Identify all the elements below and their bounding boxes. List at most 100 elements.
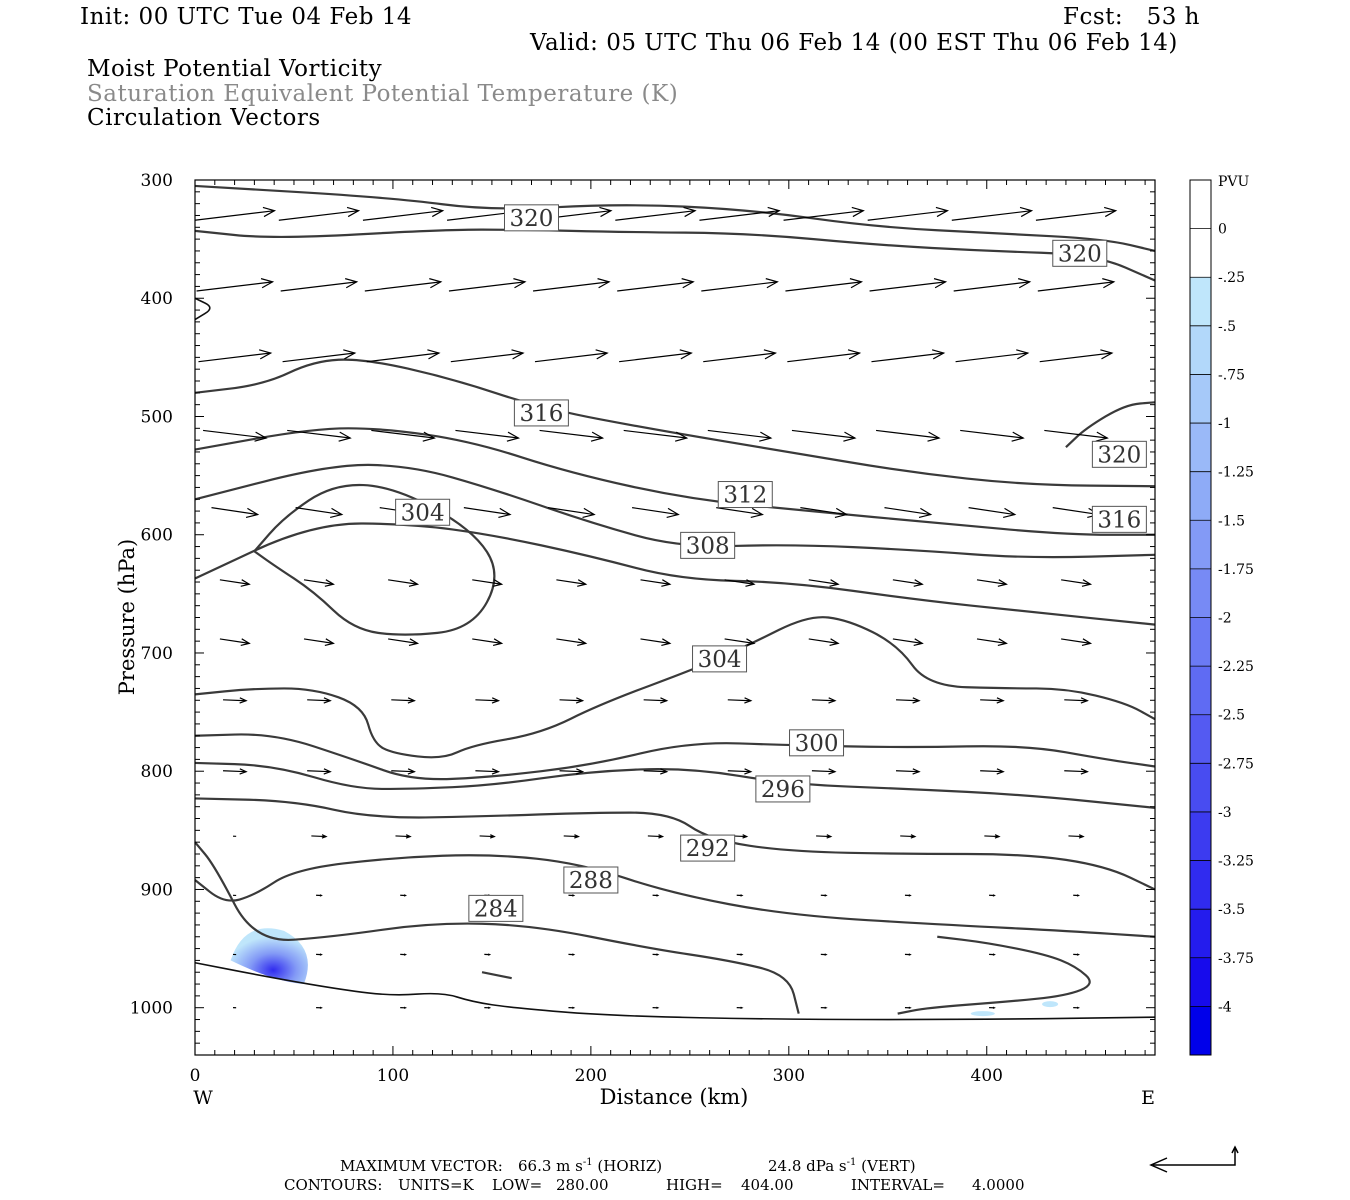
circulation-vector-head [834, 507, 849, 519]
circulation-vector [808, 638, 839, 644]
circulation-vector [479, 835, 495, 838]
colorbar-swatch [1190, 520, 1211, 570]
circulation-vector-head [1016, 349, 1030, 360]
theta-e-contour-304 [253, 483, 496, 636]
circulation-vector [295, 507, 342, 516]
colorbar-label: -.25 [1218, 270, 1245, 286]
circulation-vector [1044, 429, 1108, 439]
colorbar-label: -3.5 [1218, 902, 1245, 918]
circulation-vector [632, 507, 679, 516]
theta-e-contour-308 [194, 463, 1156, 559]
circulation-vector-head [489, 834, 496, 839]
circulation-vector-head [506, 431, 521, 442]
contour-label-box [680, 834, 736, 862]
circulation-vector-head [826, 834, 833, 839]
contour-label-box [692, 645, 748, 673]
x-end-label-west: W [193, 1087, 213, 1109]
circulation-vector-head [935, 206, 950, 218]
circulation-vector [556, 638, 586, 644]
colorbar-label: -2.75 [1218, 756, 1254, 772]
circulation-vector [307, 770, 331, 773]
circulation-vector [968, 507, 1015, 516]
circulation-vector [287, 429, 351, 439]
plot-frame [194, 179, 1156, 1056]
circulation-vector-head [245, 507, 260, 519]
circulation-vector [617, 281, 694, 292]
valid-time: Valid: 05 UTC Thu 06 Feb 14 (00 EST Thu … [530, 30, 1178, 56]
circulation-vector-head [661, 579, 672, 587]
circulation-vector-head [824, 953, 828, 956]
colorbar-label: -1 [1218, 416, 1232, 432]
contour-label: 308 [686, 533, 730, 559]
contour-label: 304 [698, 647, 742, 673]
y-tick-label: 900 [141, 880, 173, 900]
x-end-label-east: E [1141, 1087, 1155, 1109]
colorbar-label: -.5 [1218, 319, 1236, 335]
circulation-vector-head [319, 953, 323, 956]
y-tick-label: 400 [141, 289, 173, 309]
circulation-vector-head [491, 697, 501, 704]
theta-e-contour-296 [194, 761, 1156, 809]
circulation-vector [1061, 638, 1091, 644]
circulation-vector [472, 579, 502, 585]
circulation-vector-head [1076, 953, 1081, 956]
theta-e-contour-280 [194, 961, 1156, 1021]
circulation-vector-head [572, 894, 576, 897]
circulation-vector-head [908, 894, 912, 897]
theta-e-contour-320 [194, 184, 1156, 253]
circulation-vector [811, 770, 836, 773]
circulation-vector [219, 579, 250, 585]
circulation-vector-head [324, 579, 335, 587]
colorbar-swatch [1190, 568, 1211, 618]
circulation-vector [727, 699, 751, 702]
contour-label: 320 [1097, 442, 1141, 468]
circulation-vector-head [262, 206, 277, 218]
circulation-vector-head [1095, 431, 1109, 442]
circulation-vector [867, 210, 948, 221]
field-title-vectors: Circulation Vectors [87, 105, 321, 131]
contours-interval: 4.0000 [972, 1176, 1025, 1194]
circulation-vector [643, 699, 667, 702]
contour-label-box [513, 399, 569, 427]
circulation-vector [785, 281, 862, 292]
colorbar-swatch [1190, 617, 1211, 667]
contour-label: 304 [401, 500, 445, 526]
circulation-vector [892, 579, 923, 585]
circulation-vector-head [996, 697, 1005, 704]
circulation-vector [472, 638, 502, 644]
circulation-vector-head [750, 507, 764, 519]
circulation-vector-head [572, 1006, 576, 1009]
circulation-vector-head [492, 638, 504, 647]
colorbar-swatch [1190, 180, 1211, 230]
circulation-vector-head [254, 431, 268, 442]
x-tick-label: 0 [190, 1066, 201, 1086]
circulation-vector-head [913, 638, 924, 647]
circulation-vector-head [674, 431, 689, 442]
y-tick-label: 1000 [130, 999, 173, 1019]
x-axis-label: Distance (km) [600, 1085, 749, 1109]
circulation-vector-head [403, 953, 408, 956]
circulation-vector-head [656, 1006, 660, 1009]
circulation-vector-head [744, 697, 753, 704]
x-tick-label: 300 [773, 1066, 805, 1086]
theta-e-contour-284 [194, 841, 800, 1014]
circulation-vector-head [408, 638, 420, 647]
circulation-vector [951, 210, 1032, 221]
circulation-vector-head [847, 349, 862, 360]
circulation-vector [371, 429, 435, 439]
x-tick-label: 400 [971, 1066, 1003, 1086]
circulation-vector [984, 835, 1000, 838]
circulation-vector-head [346, 206, 361, 218]
circulation-vector-head [997, 638, 1008, 647]
circulation-vector [534, 352, 608, 363]
circulation-vector-head [765, 278, 779, 289]
circulation-vector-head [910, 834, 917, 839]
circulation-vector-head [824, 1006, 828, 1009]
circulation-vector-head [908, 1006, 912, 1009]
contour-label: 288 [569, 868, 613, 894]
circulation-vector [896, 770, 920, 773]
theta-e-contour-304 [194, 616, 1156, 759]
circulation-vector [787, 352, 860, 363]
circulation-vector-head [912, 768, 921, 775]
colorbar-label: -2.5 [1218, 708, 1245, 724]
